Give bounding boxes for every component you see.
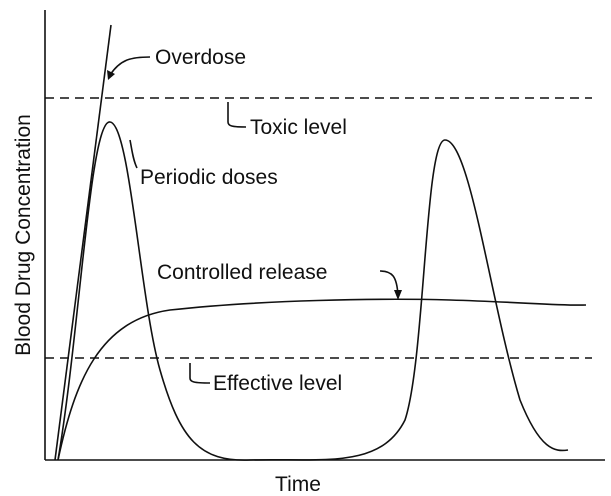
controlled-label: Controlled release [157, 261, 327, 284]
toxic-hook [227, 102, 247, 128]
periodic-arrow [129, 139, 138, 169]
overdose-label: Overdose [155, 46, 246, 69]
overdose-curve [54, 24, 112, 461]
periodic-curve [57, 121, 569, 461]
overdose-arrow [109, 56, 151, 76]
controlled-curve [57, 298, 587, 461]
arrow-head [394, 290, 402, 300]
arrow-head [107, 70, 115, 80]
toxic-label: Toxic level [250, 116, 347, 139]
effective-label: Effective level [213, 372, 342, 395]
periodic-label: Periodic doses [140, 166, 278, 189]
x-axis-label: Time [275, 473, 321, 496]
effective-hook [189, 363, 211, 384]
y-axis-label: Blood Drug Concentration [12, 114, 35, 356]
